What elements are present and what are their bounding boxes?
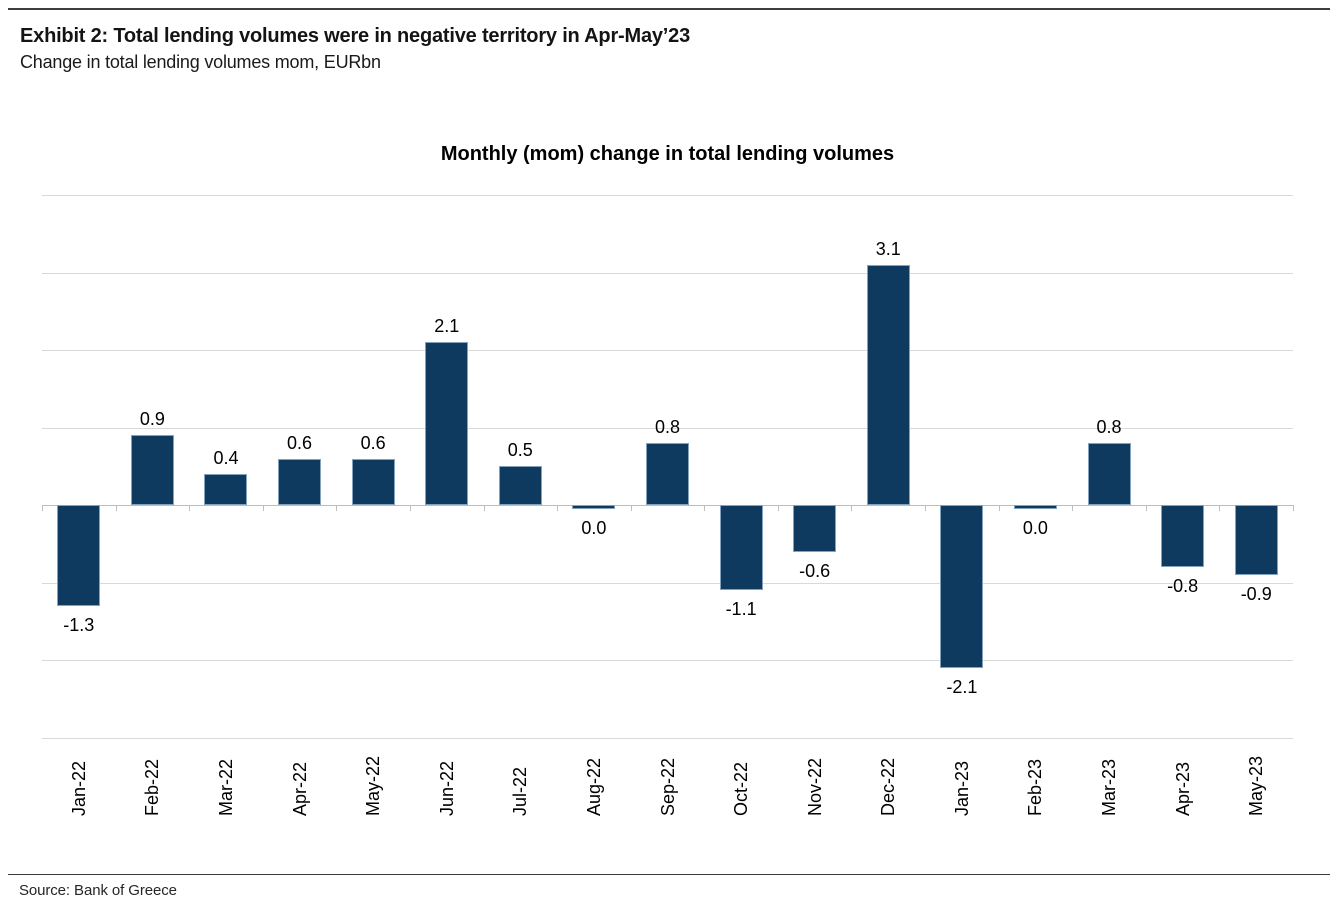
axis-tick — [262, 505, 264, 511]
axis-tick — [777, 505, 779, 511]
exhibit-subtitle: Change in total lending volumes mom, EUR… — [20, 52, 381, 72]
bar-value-label-Jan-22: -1.3 — [63, 614, 95, 635]
bar-value-label-Dec-22: 3.1 — [875, 238, 901, 259]
axis-tick — [1072, 505, 1074, 511]
axis-tick — [925, 505, 927, 511]
bar-Jan-22 — [57, 505, 101, 606]
axis-tick — [630, 505, 632, 511]
bar-value-label-Jul-22: 0.5 — [507, 440, 533, 461]
bar-value-label-Jan-23: -2.1 — [946, 676, 978, 697]
axis-tick — [336, 505, 338, 511]
chart-title: Monthly (mom) change in total lending vo… — [440, 143, 895, 165]
bar-value-label-Mar-23: 0.8 — [1096, 417, 1122, 437]
x-axis-label-Jan-23: Jan-23 — [951, 760, 972, 816]
x-axis-label-Aug-22: Aug-22 — [583, 757, 604, 816]
bar-value-label-Apr-22: 0.6 — [287, 432, 313, 453]
axis-tick — [998, 505, 1000, 511]
axis-tick — [42, 505, 43, 511]
axis-tick — [1219, 505, 1221, 511]
bar-Sep-22 — [646, 443, 689, 505]
x-axis-label-Oct-22: Oct-22 — [731, 761, 752, 816]
x-axis-label-Sep-22: Sep-22 — [657, 757, 678, 816]
bar-Jun-22 — [425, 342, 469, 505]
bar-Apr-23 — [1161, 505, 1205, 567]
x-axis-label-Mar-23: Mar-23 — [1099, 758, 1120, 816]
axis-tick — [409, 505, 411, 511]
exhibit-title: Exhibit 2: Total lending volumes were in… — [20, 25, 690, 47]
x-axis-label-May-23: May-23 — [1246, 755, 1267, 816]
x-axis-label-Jul-22: Jul-22 — [510, 766, 531, 816]
axis-tick — [557, 505, 559, 511]
bar-value-label-Sep-22: 0.8 — [654, 417, 681, 437]
x-axis-label-Feb-23: Feb-23 — [1025, 758, 1046, 816]
gridline — [42, 582, 1293, 584]
gridline — [42, 195, 1293, 196]
top-divider — [8, 8, 1330, 10]
x-axis-label-Apr-23: Apr-23 — [1172, 761, 1193, 816]
bar-value-label-Feb-23: 0.0 — [1022, 517, 1048, 538]
zero-axis-line — [42, 505, 1293, 506]
bar-value-label-Oct-22: -1.1 — [725, 599, 757, 620]
axis-tick — [704, 505, 706, 511]
bar-Jan-23 — [940, 505, 984, 668]
bar-Mar-23 — [1087, 443, 1131, 505]
axis-tick — [1293, 505, 1294, 511]
gridline — [42, 350, 1293, 351]
bar-Oct-22 — [719, 505, 763, 591]
x-axis-label-May-22: May-22 — [363, 755, 384, 816]
axis-tick — [189, 505, 191, 511]
bar-Nov-22 — [793, 505, 837, 552]
source-note: Source: Bank of Greece — [19, 882, 177, 899]
bar-value-label-May-23: -0.9 — [1240, 583, 1272, 604]
gridline — [42, 737, 1293, 739]
axis-tick — [483, 505, 485, 511]
x-axis-label-Dec-22: Dec-22 — [878, 757, 899, 816]
x-axis-label-Feb-22: Feb-22 — [142, 758, 163, 816]
bar-value-label-May-22: 0.6 — [360, 432, 386, 453]
gridline — [42, 427, 1293, 429]
gridline — [42, 272, 1293, 274]
bar-value-label-Apr-23: -0.8 — [1167, 576, 1199, 596]
bar-Mar-22 — [204, 474, 248, 505]
bar-value-label-Aug-22: 0.0 — [581, 517, 607, 538]
bar-value-label-Jun-22: 2.1 — [434, 316, 460, 337]
bar-Apr-22 — [278, 458, 322, 505]
x-axis-label-Apr-22: Apr-22 — [289, 761, 310, 816]
gridline — [42, 660, 1293, 661]
bar-May-22 — [351, 458, 395, 505]
bar-value-label-Feb-22: 0.9 — [139, 409, 165, 430]
axis-tick — [851, 505, 853, 511]
x-axis-label-Mar-22: Mar-22 — [215, 758, 236, 816]
bar-Aug-22 — [572, 505, 616, 509]
bar-Feb-23 — [1013, 505, 1057, 509]
bar-Jul-22 — [498, 466, 542, 505]
bar-Dec-22 — [866, 264, 910, 505]
bar-Feb-22 — [130, 435, 174, 505]
bottom-divider — [8, 874, 1330, 875]
x-axis-label-Nov-22: Nov-22 — [804, 757, 825, 816]
bar-value-label-Nov-22: -0.6 — [799, 560, 831, 581]
bar-value-label-Mar-22: 0.4 — [213, 448, 239, 468]
axis-tick — [115, 505, 117, 511]
bar-May-23 — [1234, 505, 1278, 575]
axis-tick — [1145, 505, 1147, 511]
x-axis-label-Jan-22: Jan-22 — [68, 760, 89, 816]
x-axis-label-Jun-22: Jun-22 — [436, 760, 457, 816]
